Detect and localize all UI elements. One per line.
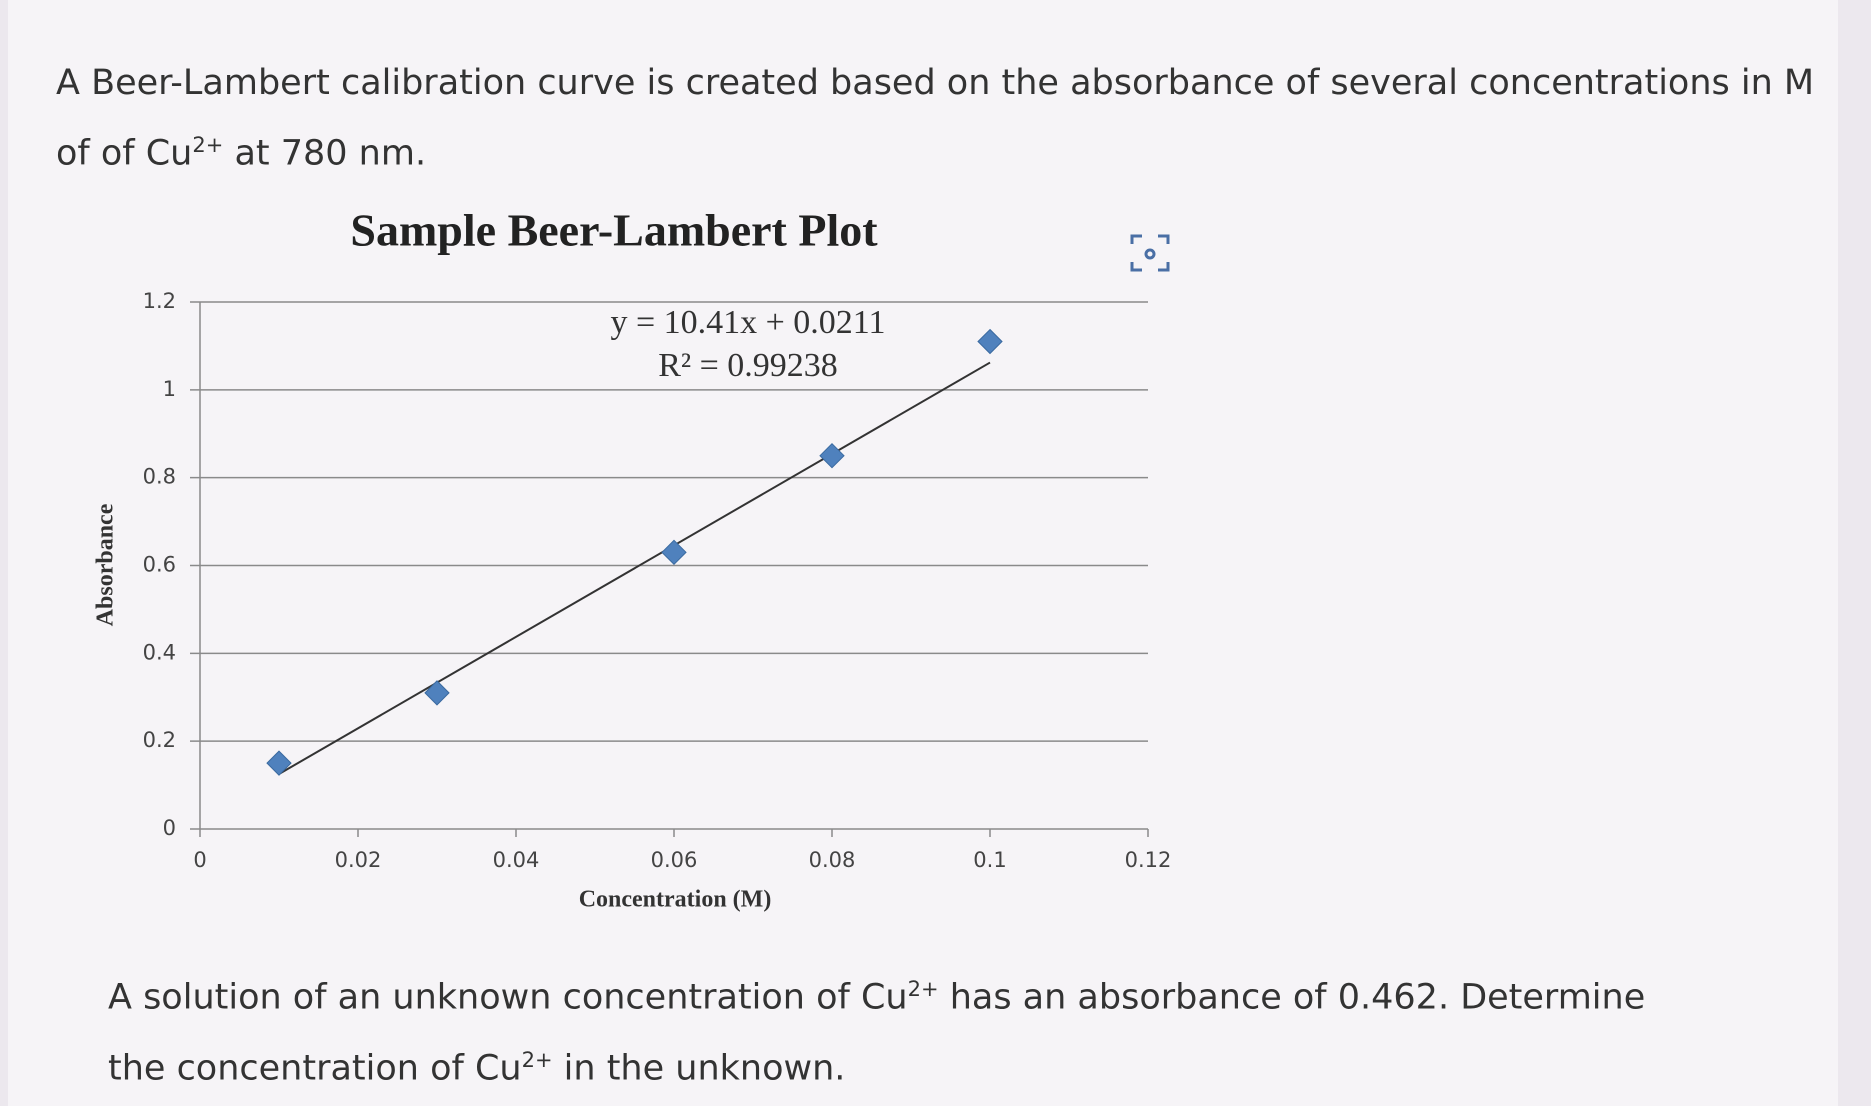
question-intro: A Beer-Lambert calibration curve is crea… <box>56 52 1836 185</box>
trendline-equation: y = 10.41x + 0.0211 <box>610 304 885 341</box>
superscript: 2+ <box>192 133 224 157</box>
y-tick-label: 0.2 <box>143 728 176 752</box>
chart-title: Sample Beer-Lambert Plot <box>350 205 878 256</box>
y-tick-label: 0 <box>163 816 176 840</box>
data-point <box>819 443 845 469</box>
y-tick-label: 0.4 <box>143 640 176 664</box>
question-panel: A Beer-Lambert calibration curve is crea… <box>8 0 1838 1106</box>
text: in the unknown. <box>552 1048 846 1089</box>
x-tick-label: 0.04 <box>493 848 540 872</box>
data-point <box>977 328 1003 355</box>
r-squared: R² = 0.99238 <box>658 347 838 384</box>
x-tick-label: 0.02 <box>335 848 382 872</box>
text: at 780 nm. <box>223 133 427 174</box>
y-axis-label: Absorbance <box>93 503 119 626</box>
superscript: 2+ <box>907 977 939 1001</box>
x-axis-label: Concentration (M) <box>579 887 772 913</box>
text: A Beer-Lambert calibration curve is crea… <box>56 63 1815 174</box>
x-tick-label: 0 <box>193 848 206 872</box>
question-prompt: A solution of an unknown concentration o… <box>108 958 1708 1099</box>
data-point <box>424 680 450 706</box>
x-tick-label: 0.06 <box>651 848 698 872</box>
y-tick-label: 1.2 <box>143 289 176 313</box>
y-tick-label: 1 <box>163 377 176 401</box>
text: has an absorbance of 0.462. Determine th… <box>108 977 1646 1089</box>
x-tick-label: 0.12 <box>1125 848 1172 872</box>
data-point <box>266 750 292 776</box>
screenshot-icon[interactable] <box>1130 234 1170 272</box>
x-tick-label: 0.1 <box>973 848 1006 872</box>
text: A solution of an unknown concentration o… <box>108 977 908 1018</box>
trendline <box>278 361 991 775</box>
superscript: 2+ <box>521 1047 553 1072</box>
y-tick-label: 0.6 <box>143 553 176 577</box>
data-point <box>661 539 687 566</box>
y-tick-label: 0.8 <box>143 465 176 489</box>
x-tick-label: 0.08 <box>809 848 856 872</box>
